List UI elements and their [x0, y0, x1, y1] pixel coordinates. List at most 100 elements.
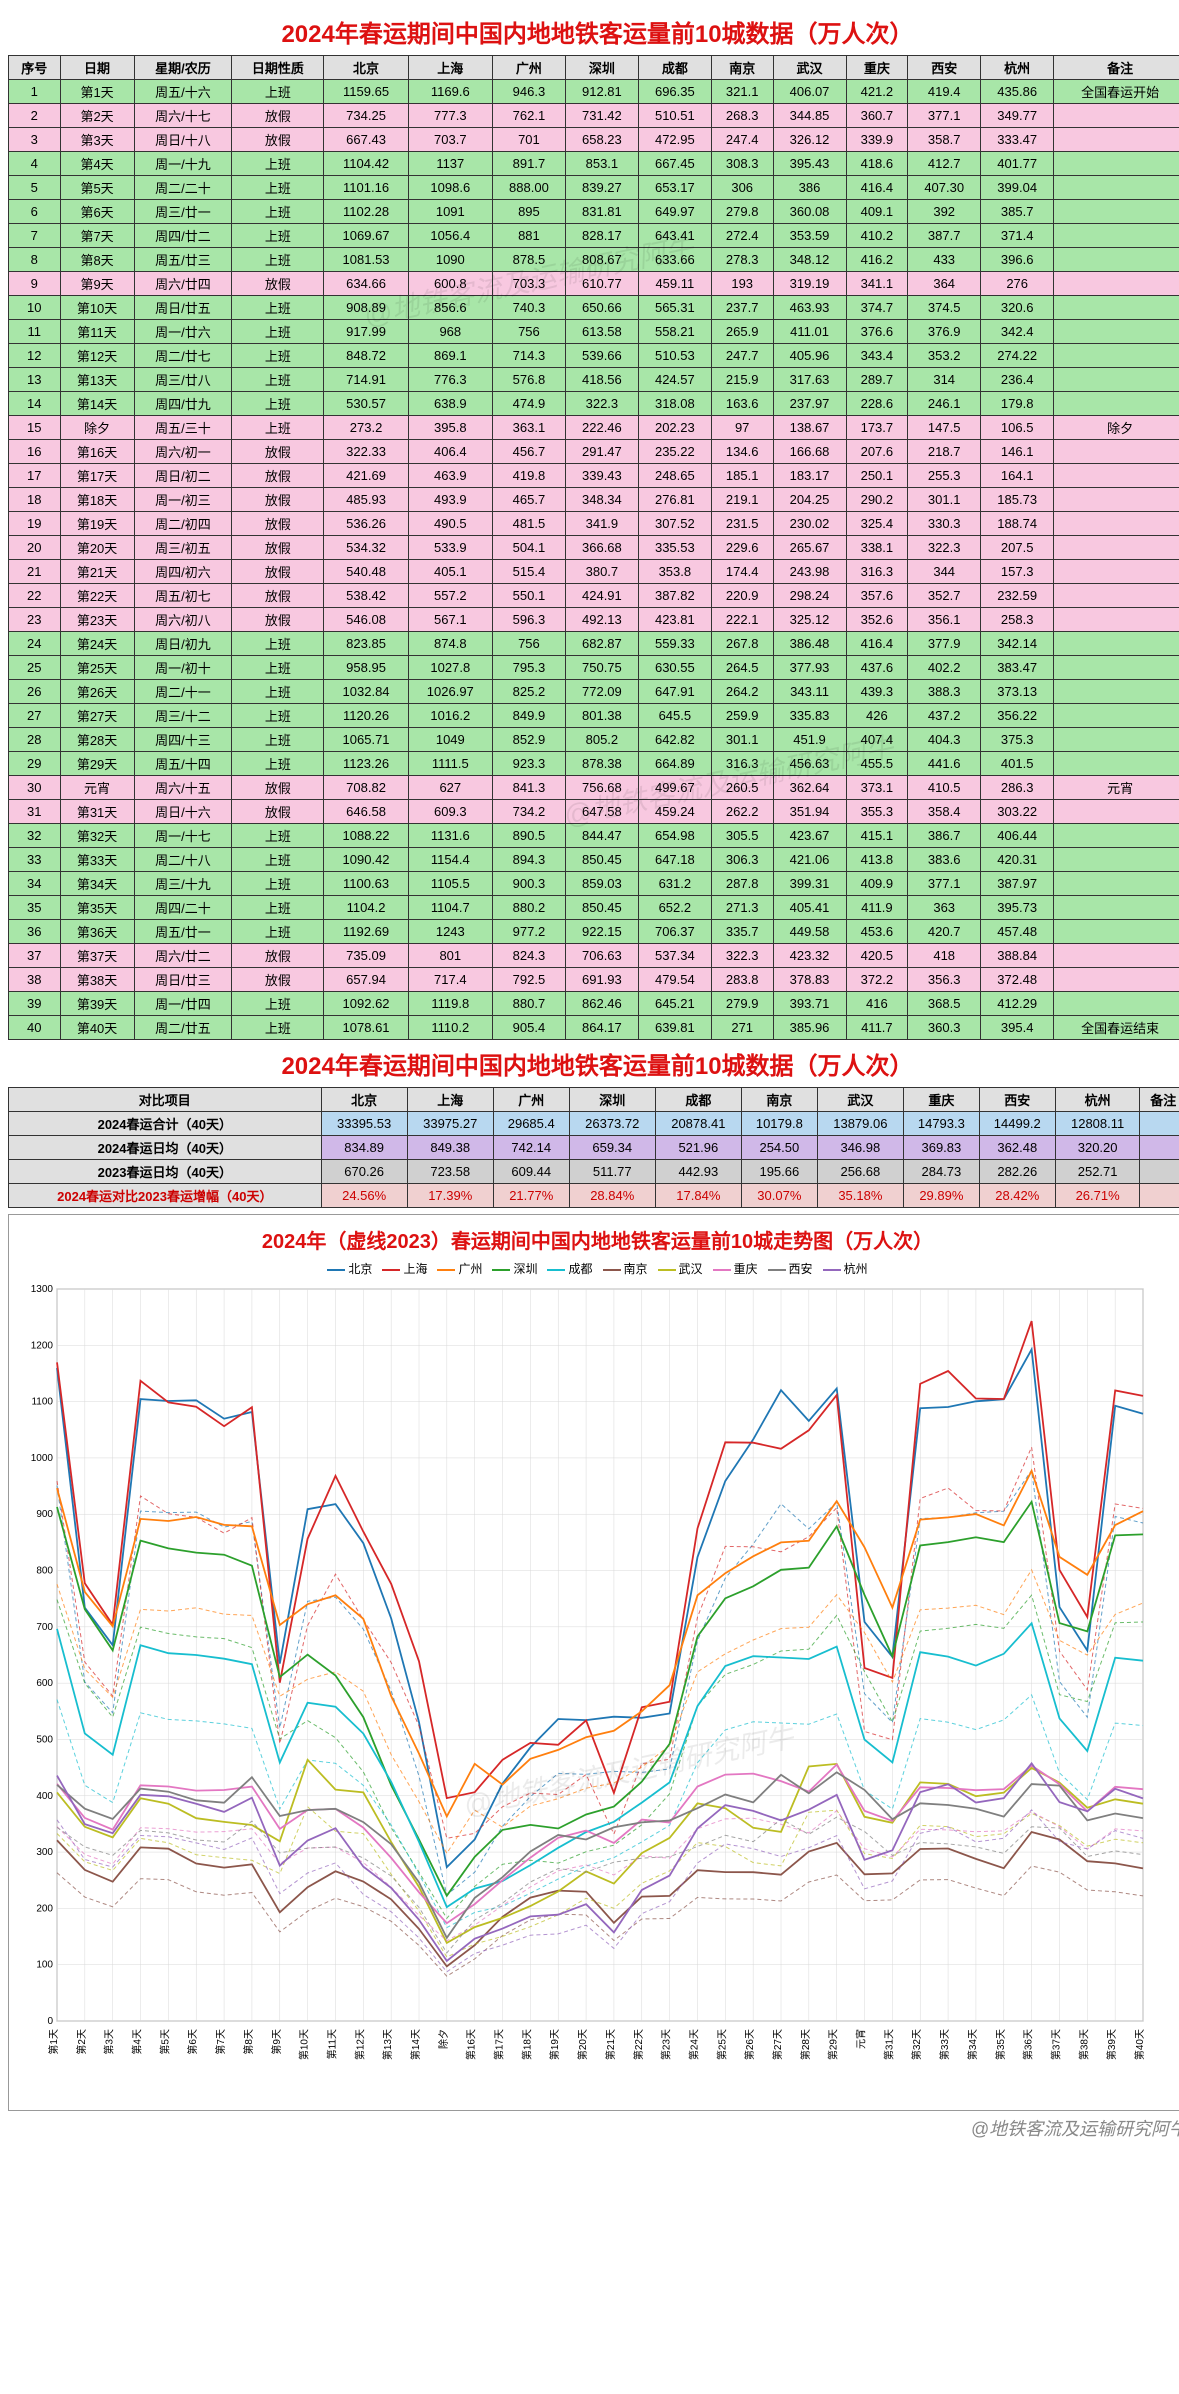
cell: 222.46: [565, 416, 638, 440]
cell: 上班: [232, 752, 324, 776]
cell: 405.41: [773, 896, 846, 920]
cell: 546.08: [324, 608, 408, 632]
cell: 第10天: [60, 296, 134, 320]
cell: 377.1: [908, 872, 981, 896]
cell: 657.94: [324, 968, 408, 992]
cell: 701: [492, 128, 565, 152]
cell: 30: [9, 776, 61, 800]
table-row: 20第20天周三/初五放假534.32533.9504.1366.68335.5…: [9, 536, 1179, 560]
cell: 412.7: [908, 152, 981, 176]
cell: 859.03: [565, 872, 638, 896]
cell: 343.4: [846, 344, 908, 368]
cell: 474.9: [492, 392, 565, 416]
cell: 15: [9, 416, 61, 440]
main-title: 2024年春运期间中国内地地铁客运量前10城数据（万人次）: [8, 14, 1179, 49]
cell: 917.99: [324, 320, 408, 344]
cell: 378.83: [773, 968, 846, 992]
cell: 265.9: [711, 320, 773, 344]
cell: 周三/十二: [134, 704, 232, 728]
cell: 1081.53: [324, 248, 408, 272]
cell: 周日/十八: [134, 128, 232, 152]
cell: 504.1: [492, 536, 565, 560]
cell: 841.3: [492, 776, 565, 800]
cell: 322.33: [324, 440, 408, 464]
col-header: 南京: [711, 56, 773, 80]
cell: 356.22: [981, 704, 1054, 728]
cell: 174.4: [711, 560, 773, 584]
cell: 850.45: [565, 896, 638, 920]
cell: 17.84%: [655, 1184, 741, 1208]
cell: 658.23: [565, 128, 638, 152]
svg-text:第38天: 第38天: [1077, 2029, 1090, 2060]
cell: 537.34: [638, 944, 711, 968]
cell: 第36天: [60, 920, 134, 944]
cell: 423.67: [773, 824, 846, 848]
table-row: 38第38天周日/廿三放假657.94717.4792.5691.93479.5…: [9, 968, 1179, 992]
cell: 上班: [232, 656, 324, 680]
cell: 314: [908, 368, 981, 392]
cell: 750.75: [565, 656, 638, 680]
cell: 220.9: [711, 584, 773, 608]
cell: 第35天: [60, 896, 134, 920]
sum-col-header: 重庆: [903, 1088, 979, 1112]
cell: 第25天: [60, 656, 134, 680]
cell: 415.1: [846, 824, 908, 848]
cell: 421.06: [773, 848, 846, 872]
cell: 406.4: [408, 440, 492, 464]
cell: 376.9: [908, 320, 981, 344]
cell: 413.8: [846, 848, 908, 872]
cell: 344.85: [773, 104, 846, 128]
summary-label: 2024春运对比2023春运增幅（40天）: [9, 1184, 322, 1208]
cell: 第37天: [60, 944, 134, 968]
cell: 404.3: [908, 728, 981, 752]
svg-text:元宵: 元宵: [855, 2029, 868, 2049]
cell: 358.7: [908, 128, 981, 152]
cell: 402.2: [908, 656, 981, 680]
cell: 395.43: [773, 152, 846, 176]
cell: 316.3: [846, 560, 908, 584]
cell: 13: [9, 368, 61, 392]
col-header: 北京: [324, 56, 408, 80]
cell: 533.9: [408, 536, 492, 560]
cell: 173.7: [846, 416, 908, 440]
cell: 322.3: [908, 536, 981, 560]
cell: 19: [9, 512, 61, 536]
cell: [1140, 1160, 1179, 1184]
cell: 29: [9, 752, 61, 776]
cell: 周五/廿三: [134, 248, 232, 272]
cell: 792.5: [492, 968, 565, 992]
table-row: 7第7天周四/廿二上班1069.671056.4881828.17643.412…: [9, 224, 1179, 248]
cell: 33395.53: [321, 1112, 407, 1136]
svg-text:第24天: 第24天: [687, 2029, 700, 2060]
col-header: 日期: [60, 56, 134, 80]
cell: 29.89%: [903, 1184, 979, 1208]
svg-text:第36天: 第36天: [1022, 2029, 1035, 2060]
table-row: 4第4天周一/十九上班1104.421137891.7853.1667.4530…: [9, 152, 1179, 176]
cell: 305.5: [711, 824, 773, 848]
cell: 周一/初三: [134, 488, 232, 512]
cell: 周五/廿一: [134, 920, 232, 944]
svg-text:1100: 1100: [31, 1397, 53, 1408]
cell: 372.2: [846, 968, 908, 992]
col-header: 武汉: [773, 56, 846, 80]
cell: 409.1: [846, 200, 908, 224]
cell: 222.1: [711, 608, 773, 632]
svg-text:第5天: 第5天: [158, 2029, 171, 2055]
cell: 23: [9, 608, 61, 632]
cell: 上班: [232, 920, 324, 944]
table-row: 27第27天周三/十二上班1120.261016.2849.9801.38645…: [9, 704, 1179, 728]
cell: 353.2: [908, 344, 981, 368]
svg-text:0: 0: [47, 2016, 53, 2027]
cell: 14499.2: [979, 1112, 1055, 1136]
sum-col-header: 上海: [407, 1088, 493, 1112]
cell: 890.5: [492, 824, 565, 848]
cell: 周二/廿七: [134, 344, 232, 368]
cell: 558.21: [638, 320, 711, 344]
cell: 756: [492, 320, 565, 344]
cell: 1105.5: [408, 872, 492, 896]
cell: 510.53: [638, 344, 711, 368]
cell: 348.12: [773, 248, 846, 272]
sum-col-header: 杭州: [1055, 1088, 1140, 1112]
cell: 341.9: [565, 512, 638, 536]
cell: 259.9: [711, 704, 773, 728]
